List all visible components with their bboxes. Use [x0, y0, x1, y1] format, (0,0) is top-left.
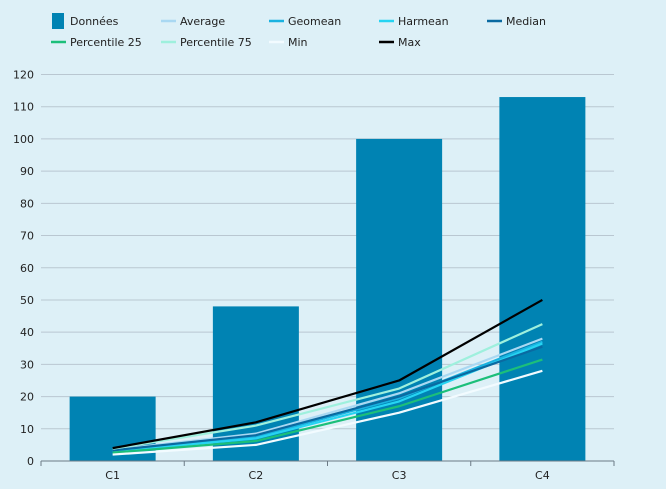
legend-item-max: Max	[379, 36, 421, 49]
y-axis-ticks: 0 10 20 30 40 50 60 70 80 90 100 110 120	[13, 69, 34, 469]
legend-label: Données	[70, 15, 119, 28]
y-tick-label: 60	[20, 262, 34, 275]
y-tick-label: 30	[20, 358, 34, 371]
legend-item-median: Median	[487, 15, 546, 28]
legend: Données Average Geomean Harmean Median Percen…	[51, 13, 546, 49]
legend-swatch	[52, 13, 64, 29]
series-line-average	[112, 337, 543, 451]
legend-label: Percentile 75	[180, 36, 252, 49]
series-lines	[112, 298, 543, 456]
series-line-median	[112, 345, 543, 452]
y-tick-label: 90	[20, 165, 34, 178]
y-tick-label: 40	[20, 326, 34, 339]
legend-label: Max	[398, 36, 421, 49]
y-tick-label: 120	[13, 69, 34, 82]
x-tick-label: C4	[535, 469, 550, 482]
bar-c4	[499, 97, 586, 461]
series-line-percentile-25	[112, 358, 543, 454]
legend-item-min: Min	[269, 36, 308, 49]
series-line-harmean	[112, 342, 543, 453]
y-tick-label: 100	[13, 133, 34, 146]
series-line-max	[112, 298, 543, 450]
legend-item-geomean: Geomean	[269, 15, 341, 28]
legend-label: Percentile 25	[70, 36, 142, 49]
y-tick-label: 50	[20, 294, 34, 307]
y-tick-label: 110	[13, 101, 34, 114]
legend-label: Average	[180, 15, 225, 28]
y-tick-label: 20	[20, 391, 34, 404]
x-tick-label: C2	[249, 469, 264, 482]
y-tick-label: 80	[20, 197, 34, 210]
x-tick-label: C3	[392, 469, 407, 482]
legend-label: Geomean	[288, 15, 341, 28]
legend-item-harmean: Harmean	[379, 15, 449, 28]
series-line-percentile-75	[112, 323, 543, 450]
y-tick-label: 0	[27, 455, 34, 468]
legend-item-donn-es: Données	[52, 13, 119, 29]
x-tick-label: C1	[105, 469, 120, 482]
x-axis: C1 C2 C3 C4	[40, 460, 615, 482]
legend-label: Harmean	[398, 15, 449, 28]
series-line-min	[112, 369, 543, 456]
legend-label: Min	[288, 36, 308, 49]
legend-item-percentile-25: Percentile 25	[51, 36, 142, 49]
y-tick-label: 70	[20, 230, 34, 243]
legend-item-percentile-75: Percentile 75	[161, 36, 252, 49]
legend-label: Median	[506, 15, 546, 28]
y-tick-label: 10	[20, 423, 34, 436]
legend-item-average: Average	[161, 15, 225, 28]
